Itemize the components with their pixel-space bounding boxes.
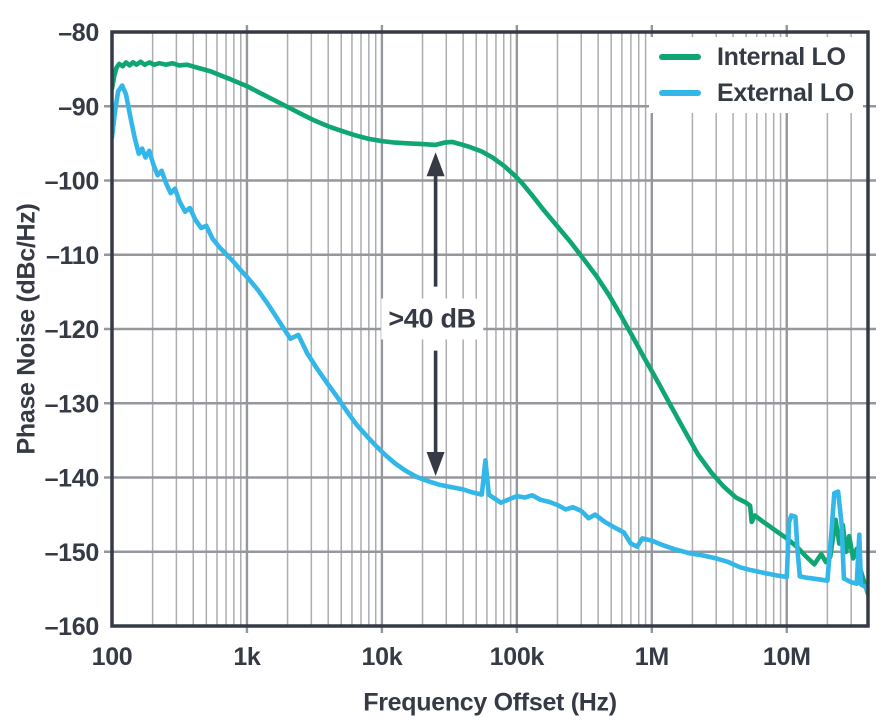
external-lo-curve bbox=[112, 83, 868, 594]
y-tick-label: –110 bbox=[46, 242, 99, 270]
y-tick-label: –80 bbox=[58, 19, 99, 47]
x-axis-title: Frequency Offset (Hz) bbox=[363, 688, 617, 717]
plot-border bbox=[110, 30, 870, 628]
delta-annotation-label: >40 dB bbox=[381, 298, 483, 340]
x-tick-label: 100 bbox=[92, 643, 133, 671]
y-tick-label: –150 bbox=[45, 539, 99, 567]
x-tick-label: 10k bbox=[361, 643, 402, 671]
internal-lo-curve bbox=[112, 59, 868, 597]
legend-item-external-lo: External LO bbox=[659, 79, 863, 108]
y-tick-label: –120 bbox=[45, 316, 99, 344]
legend-item-internal-lo: Internal LO bbox=[659, 43, 863, 72]
y-tick-label: –130 bbox=[45, 390, 99, 418]
y-tick-label: –90 bbox=[58, 93, 99, 121]
x-tick-label: 100k bbox=[490, 643, 545, 671]
legend-label-external-lo: External LO bbox=[717, 78, 855, 107]
y-axis-title: Phase Noise (dBc/Hz) bbox=[12, 203, 41, 455]
y-tick-label: –140 bbox=[45, 465, 99, 493]
arrow-up-head bbox=[426, 152, 445, 177]
x-tick-label: 10M bbox=[763, 643, 811, 671]
y-tick-label: –160 bbox=[45, 613, 99, 641]
y-tick-label: –100 bbox=[45, 168, 99, 196]
external-lo-line-swatch bbox=[659, 90, 701, 96]
x-tick-label: 1k bbox=[233, 643, 261, 671]
legend: Internal LO External LO bbox=[649, 37, 863, 113]
legend-label-internal-lo: Internal LO bbox=[717, 42, 846, 71]
x-tick-label: 1M bbox=[635, 643, 669, 671]
arrow-down-head bbox=[426, 452, 445, 477]
internal-lo-line-swatch bbox=[659, 54, 701, 60]
